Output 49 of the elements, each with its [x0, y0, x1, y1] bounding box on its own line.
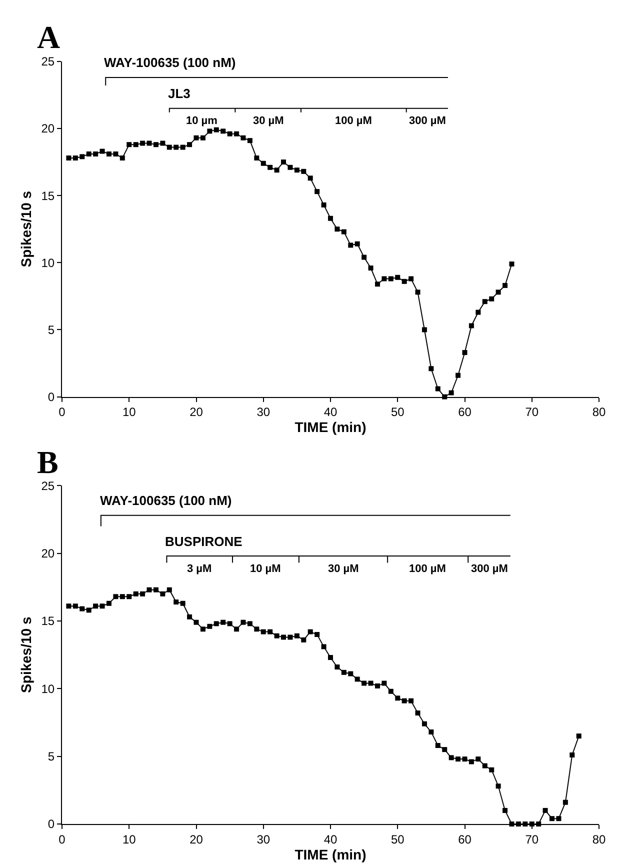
y-tick-label: 15 — [41, 188, 55, 203]
series-label: WAY-100635 (100 nM) — [104, 55, 236, 70]
x-tick-label: 50 — [390, 832, 405, 846]
x-tick-label: 80 — [592, 832, 606, 846]
x-axis-title: TIME (min) — [294, 846, 366, 862]
x-tick-label: 70 — [525, 405, 539, 420]
annotation: 300 µM — [409, 115, 446, 127]
annotation: 10 µM — [250, 563, 281, 575]
x-tick-label: 0 — [58, 832, 66, 846]
annotation: 300 µM — [471, 563, 508, 575]
x-tick-label: 50 — [390, 405, 405, 420]
x-tick-label: 20 — [190, 832, 204, 846]
y-tick-label: 20 — [41, 122, 55, 136]
x-tick-label: 80 — [592, 405, 606, 420]
x-tick-label: 40 — [324, 405, 338, 420]
y-tick-label: 10 — [41, 682, 55, 696]
x-tick-label: 0 — [58, 405, 66, 420]
y-tick-label: 0 — [48, 390, 55, 404]
y-tick-label: 25 — [41, 478, 55, 493]
y-axis-title: Spikes/10 s — [18, 616, 34, 693]
chart-title: A — [37, 19, 60, 55]
annotation: 100 µM — [335, 115, 372, 127]
annotation: 30 µM — [253, 115, 284, 127]
y-tick-label: 10 — [41, 256, 55, 270]
annotation: 30 µM — [328, 563, 359, 575]
x-tick-label: 60 — [458, 405, 472, 420]
chart-title: B — [37, 444, 58, 480]
series-label: WAY-100635 (100 nM) — [100, 493, 232, 508]
annotation: 10 µm — [186, 115, 218, 127]
x-tick-label: 60 — [458, 832, 472, 846]
x-tick-label: 30 — [256, 405, 270, 420]
y-tick-label: 20 — [41, 546, 55, 560]
y-axis-title: Spikes/10 s — [18, 190, 34, 268]
y-tick-label: 0 — [48, 817, 55, 832]
annotation: 100 µM — [409, 563, 446, 575]
annotation: 3 µM — [187, 563, 212, 575]
x-tick-label: 70 — [525, 832, 539, 846]
series-label: JL3 — [168, 86, 190, 101]
x-tick-label: 10 — [122, 405, 136, 420]
y-tick-label: 5 — [48, 322, 55, 337]
x-tick-label: 10 — [122, 832, 136, 846]
series-label: BUSPIRONE — [165, 534, 243, 549]
x-tick-label: 40 — [324, 832, 338, 846]
x-axis-title: TIME (min) — [294, 419, 366, 436]
x-tick-label: 30 — [256, 832, 270, 846]
y-tick-label: 25 — [41, 54, 55, 69]
x-tick-label: 20 — [190, 405, 204, 420]
y-tick-label: 15 — [41, 614, 55, 628]
y-tick-label: 5 — [48, 750, 55, 764]
